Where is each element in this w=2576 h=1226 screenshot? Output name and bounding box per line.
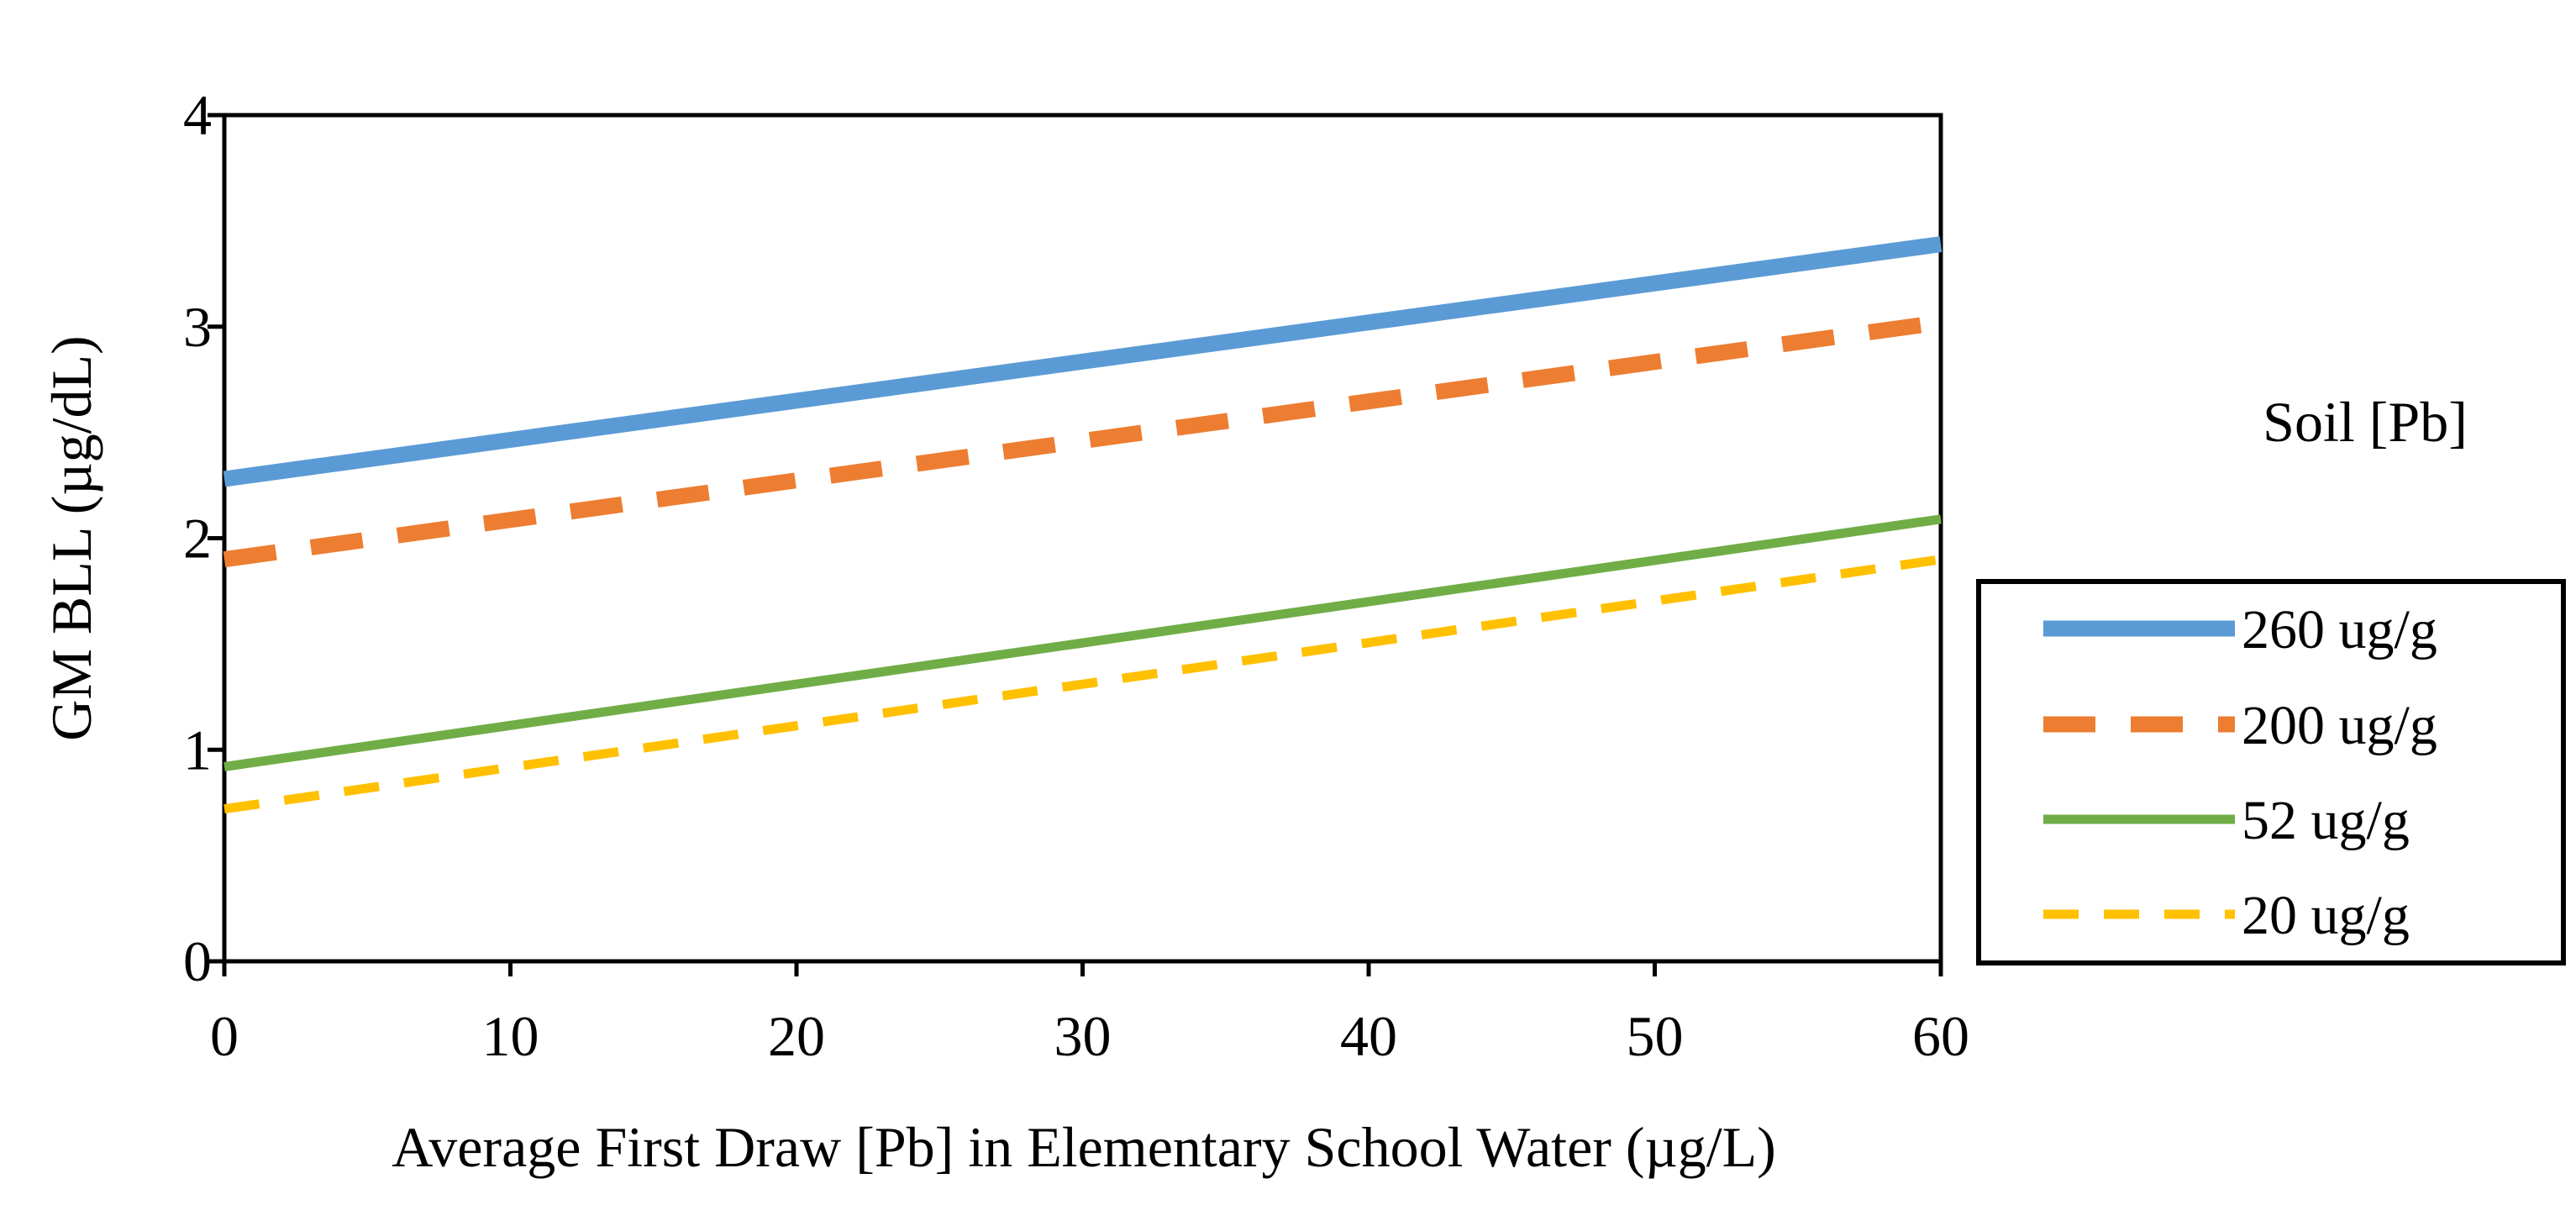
- y-axis-title: GM BLL (µg/dL): [39, 335, 103, 740]
- legend-box: [1976, 579, 2566, 966]
- y-tick-label: 0: [183, 929, 212, 993]
- x-tick-label: 10: [482, 1004, 539, 1068]
- y-tick-label: 3: [183, 295, 212, 359]
- x-tick-label: 40: [1340, 1004, 1397, 1068]
- y-tick-label: 2: [183, 507, 212, 571]
- y-tick-label: 1: [183, 718, 212, 781]
- x-axis-title: Average First Draw [Pb] in Elementary Sc…: [392, 1115, 1776, 1179]
- y-tick-label: 4: [183, 83, 212, 147]
- x-tick-label: 0: [210, 1004, 239, 1068]
- x-tick-label: 60: [1912, 1004, 1969, 1068]
- plot-area-frame: [222, 113, 1943, 964]
- series-line-2: [223, 314, 1943, 568]
- legend-title: Soil [Pb]: [2263, 390, 2468, 454]
- legend-label-2: 200 ug/g: [2242, 695, 2437, 756]
- legend-label-4: 20 ug/g: [2242, 885, 2410, 946]
- legend-label-3: 52 ug/g: [2242, 790, 2410, 851]
- x-tick-label: 30: [1054, 1004, 1112, 1068]
- series-line-3: [223, 514, 1942, 771]
- series-line-4: [223, 555, 1942, 814]
- x-tick-label: 50: [1627, 1004, 1684, 1068]
- x-tick-label: 20: [768, 1004, 825, 1068]
- legend-label-1: 260 ug/g: [2242, 599, 2437, 660]
- series-line-1: [223, 236, 1943, 487]
